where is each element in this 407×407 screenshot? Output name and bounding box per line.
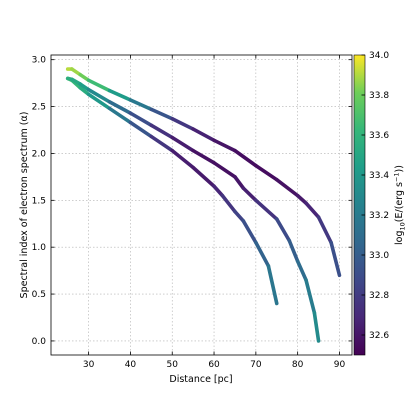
- line-segment: [149, 107, 175, 121]
- line-segment: [212, 184, 225, 198]
- line-segment: [86, 87, 112, 104]
- line-segment: [107, 100, 133, 115]
- line-segment: [220, 193, 237, 214]
- x-tick-label: 30: [83, 360, 95, 370]
- line-segment: [254, 240, 271, 268]
- plot-frame: [50, 54, 353, 356]
- line-segment: [170, 116, 195, 131]
- colorbar-tick-label: 33.2: [369, 211, 389, 221]
- x-tick-label: 80: [292, 360, 304, 370]
- line-segment: [128, 120, 154, 139]
- line-segment: [212, 138, 237, 153]
- line-segment: [128, 111, 154, 128]
- line-segment: [312, 311, 321, 343]
- line-segment: [266, 264, 279, 306]
- line-segment: [128, 98, 154, 112]
- y-axis-label: Spectral index of electron spectrum (α): [19, 112, 30, 299]
- colorbar-tick-label: 32.8: [369, 291, 389, 301]
- y-tick-label: 0.0: [32, 337, 47, 347]
- y-tick-label: 3.0: [32, 56, 47, 66]
- colorbar-tick-label: 34.0: [369, 51, 389, 61]
- line-segment: [170, 135, 195, 153]
- colorbar-tick-label: 33.0: [369, 251, 389, 261]
- y-tick-label: 2.5: [32, 103, 46, 113]
- grid: [51, 55, 352, 355]
- y-tick-label: 0.5: [32, 290, 46, 300]
- line-segment: [233, 175, 246, 190]
- y-tick-label: 1.0: [32, 243, 47, 253]
- line-segment: [191, 127, 216, 143]
- line-segment: [233, 209, 246, 223]
- line-segment: [304, 278, 317, 315]
- colorbar-label: log10(E/(erg s−1)): [393, 165, 407, 245]
- line-segment: [212, 161, 237, 179]
- series-line-1: [65, 76, 279, 306]
- colorbar-ticks: 32.6 32.8 33.0 33.2 33.4 33.6 33.8 34.0: [361, 51, 389, 341]
- colorbar-tick-label: 32.6: [369, 331, 389, 341]
- line-segment: [254, 163, 279, 182]
- line-segment: [149, 123, 175, 140]
- line-segment: [191, 165, 216, 189]
- series-line-2: [65, 76, 321, 343]
- x-tick-label: 60: [208, 360, 220, 370]
- line-segment: [316, 215, 333, 245]
- line-segment: [274, 217, 292, 243]
- line-segment: [149, 134, 175, 153]
- line-segment: [241, 219, 258, 245]
- colorbar-tick-label: 33.8: [369, 91, 389, 101]
- line-segment: [241, 186, 258, 203]
- line-segment: [86, 92, 112, 111]
- line-segment: [107, 106, 133, 125]
- x-tick-label: 40: [125, 360, 137, 370]
- line-segment: [86, 78, 112, 93]
- y-tick-label: 1.5: [32, 196, 46, 206]
- series-line-3: [65, 67, 342, 278]
- x-tick-label: 50: [167, 360, 179, 370]
- y-tick-label: 2.0: [32, 149, 47, 159]
- line-segment: [274, 177, 300, 198]
- line-segment: [304, 201, 321, 219]
- line-segment: [295, 259, 308, 282]
- line-segment: [191, 148, 216, 165]
- series-lines: [65, 67, 342, 343]
- x-axis-label: Distance [pc]: [169, 374, 232, 385]
- x-axis-ticks: 30 40 50 60 70 80 90: [83, 55, 346, 370]
- colorbar: [353, 54, 366, 356]
- line-segment: [170, 148, 195, 170]
- x-tick-label: 70: [250, 360, 262, 370]
- line-segment: [295, 193, 308, 205]
- line-segment: [287, 238, 300, 264]
- x-tick-label: 90: [334, 360, 346, 370]
- line-segment: [329, 240, 342, 278]
- colorbar-tick-label: 33.6: [369, 131, 389, 141]
- colorbar-tick-label: 33.4: [369, 171, 389, 181]
- y-axis-ticks: 0.0 0.5 1.0 1.5 2.0 2.5 3.0: [32, 56, 352, 347]
- line-segment: [233, 148, 258, 168]
- line-segment: [107, 88, 133, 102]
- line-segment: [254, 198, 279, 221]
